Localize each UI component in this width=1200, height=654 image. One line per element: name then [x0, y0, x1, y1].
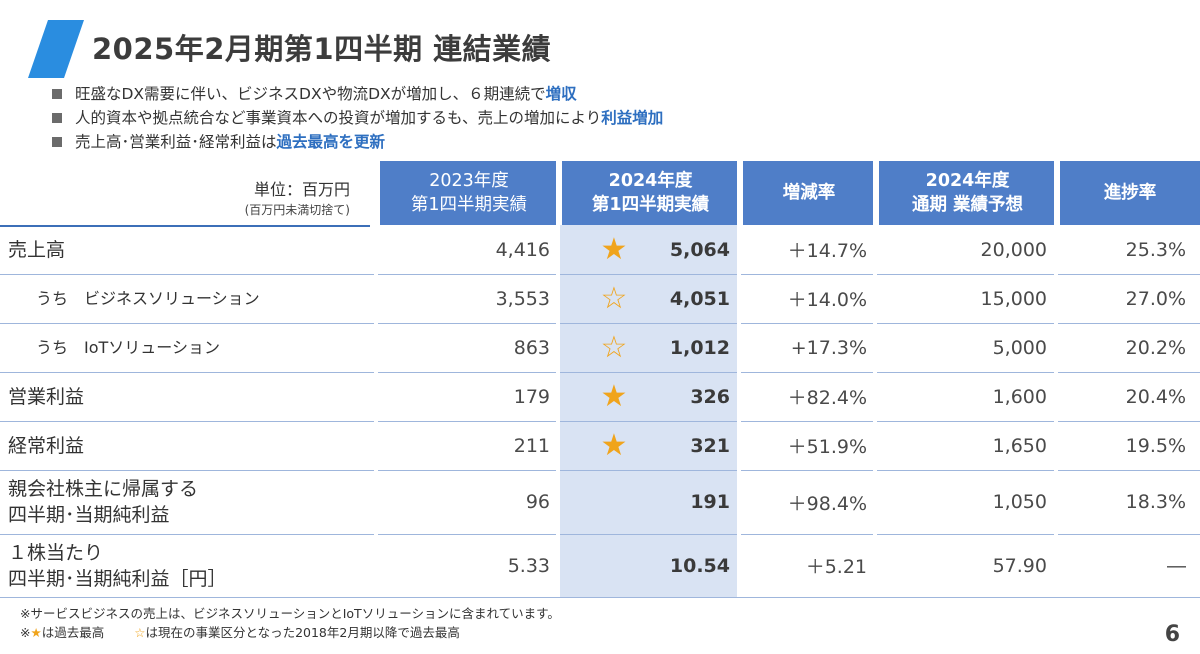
forecast-value: 20,000 — [980, 238, 1047, 261]
footnote-service-business: ※サービスビジネスの売上は、ビジネスソリューションとIoTソリューションに含まれ… — [20, 606, 560, 621]
bullet-text: 売上高･営業利益･経常利益は — [75, 133, 277, 151]
row-label: 売上高 — [8, 238, 66, 261]
column-divider — [873, 161, 877, 597]
progress-rate: 25.3% — [1125, 238, 1186, 261]
row-label: うち ビジネスソリューション — [36, 288, 260, 308]
record-high-star-icon: ★ — [600, 232, 628, 267]
bullet-square-icon — [52, 113, 62, 123]
row-label: 経常利益 — [8, 434, 85, 457]
record-high-star-icon: ★ — [600, 428, 628, 463]
record-since-2018-star-icon: ☆ — [600, 330, 628, 365]
header-text: 2024年度 — [608, 171, 693, 191]
table-row: 経常利益 211 ★ 321 ＋51.9% 1,650 19.5% — [0, 421, 1200, 471]
change-rate: ＋5.21 — [805, 556, 867, 578]
column-divider — [1054, 161, 1058, 597]
progress-rate: 18.3% — [1125, 491, 1186, 513]
star-legend-icon: ★ — [30, 625, 42, 640]
bullet-text: 旺盛なDX需要に伴い、ビジネスDXや物流DXが増加し、６期連続で — [75, 85, 546, 103]
change-rate: ＋14.7% — [787, 240, 867, 262]
table-row: 営業利益 179 ★ 326 ＋82.4% 1,600 20.4% — [0, 372, 1200, 422]
forecast-value: 1,650 — [992, 434, 1047, 457]
bullet-item: 売上高･営業利益･経常利益は 過去最高を更新 — [48, 130, 663, 154]
forecast-value: 1,050 — [992, 491, 1047, 513]
header-text: 通期 業績予想 — [911, 195, 1024, 215]
current-value: 326 — [690, 385, 730, 408]
progress-rate: 20.2% — [1125, 336, 1186, 359]
table-header-row: 単位：百万円 (百万円未満切捨て) 2023年度 第1四半期実績 2024年度 … — [0, 161, 1200, 227]
forecast-value: 1,600 — [992, 385, 1047, 408]
prev-value: 3,553 — [495, 287, 550, 310]
column-divider — [374, 161, 378, 597]
column-divider — [556, 161, 560, 597]
bullet-item: 旺盛なDX需要に伴い、ビジネスDXや物流DXが増加し、６期連続で 増収 — [48, 82, 663, 106]
prev-value: 4,416 — [495, 238, 550, 261]
current-value: 5,064 — [669, 238, 730, 261]
table-row: 売上高 4,416 ★ 5,064 ＋14.7% 20,000 25.3% — [0, 225, 1200, 275]
row-label: 親会社株主に帰属する 四半期･当期純利益 — [8, 478, 199, 526]
current-value: 4,051 — [669, 287, 730, 310]
record-since-2018-star-icon: ☆ — [600, 281, 628, 316]
current-value: 191 — [690, 491, 730, 513]
bullet-square-icon — [52, 137, 62, 147]
forecast-value: 15,000 — [980, 287, 1047, 310]
header-text: 2024年度 — [925, 171, 1010, 191]
current-value: 10.54 — [669, 554, 730, 577]
bullet-highlight: 増収 — [545, 85, 577, 103]
bullet-highlight: 過去最高を更新 — [276, 133, 386, 151]
table-row: 親会社株主に帰属する 四半期･当期純利益 96 191 ＋98.4% 1,050… — [0, 470, 1200, 535]
header-change-rate: 増減率 — [743, 161, 875, 225]
column-divider — [737, 161, 741, 597]
bullet-highlight: 利益増加 — [601, 109, 664, 127]
progress-rate: 19.5% — [1125, 434, 1186, 457]
bullet-item: 人的資本や拠点統合など事業資本への投資が増加するも、売上の増加により 利益増加 — [48, 106, 663, 130]
header-text: 増減率 — [782, 183, 836, 203]
row-label: １株当たり 四半期･当期純利益［円］ — [8, 541, 227, 590]
header-text: 2023年度 — [429, 171, 509, 191]
table-row: １株当たり 四半期･当期純利益［円］ 5.33 10.54 ＋5.21 57.9… — [0, 534, 1200, 598]
header-full-year-forecast: 2024年度 通期 業績予想 — [879, 161, 1056, 225]
progress-rate: 27.0% — [1125, 287, 1186, 310]
prev-value: 96 — [525, 491, 550, 513]
record-high-star-icon: ★ — [600, 379, 628, 414]
forecast-value: 5,000 — [992, 336, 1047, 359]
header-fy2024-q1: 2024年度 第1四半期実績 — [562, 161, 739, 225]
bullet-text: 人的資本や拠点統合など事業資本への投資が増加するも、売上の増加により — [75, 109, 602, 127]
change-rate: ＋51.9% — [787, 436, 867, 458]
change-rate: +17.3% — [790, 336, 867, 359]
forecast-value: 57.90 — [992, 554, 1047, 577]
page-number: 6 — [1164, 622, 1180, 647]
progress-rate: 20.4% — [1125, 385, 1186, 408]
prev-value: 211 — [513, 434, 550, 457]
row-label: 営業利益 — [8, 385, 85, 408]
change-rate: ＋14.0% — [787, 289, 867, 311]
header-progress-rate: 進捗率 — [1060, 161, 1200, 225]
prev-value: 5.33 — [507, 554, 550, 577]
unit-label: 単位：百万円 — [253, 180, 350, 199]
hollow-star-legend-icon: ☆ — [134, 625, 146, 640]
page-title: 2025年2月期第1四半期 連結業績 — [92, 32, 552, 66]
header-text: 第1四半期実績 — [410, 195, 528, 215]
unit-note: (百万円未満切捨て) — [244, 203, 350, 217]
change-rate: ＋82.4% — [787, 387, 867, 409]
prev-value: 179 — [513, 385, 550, 408]
progress-rate: ― — [1167, 554, 1186, 577]
bullet-square-icon — [52, 89, 62, 99]
table-row: うち ビジネスソリューション 3,553 ☆ 4,051 ＋14.0% 15,0… — [0, 274, 1200, 324]
change-rate: ＋98.4% — [787, 492, 867, 515]
current-value: 321 — [690, 434, 730, 457]
table-row: うち IoTソリューション 863 ☆ 1,012 +17.3% 5,000 2… — [0, 323, 1200, 373]
unit-label-cell: 単位：百万円 (百万円未満切捨て) — [0, 161, 370, 227]
header-text: 進捗率 — [1103, 183, 1157, 203]
header-fy2023-q1: 2023年度 第1四半期実績 — [380, 161, 558, 225]
prev-value: 863 — [513, 336, 550, 359]
title-accent-slash — [28, 20, 84, 78]
row-label: うち IoTソリューション — [36, 337, 220, 357]
header-text: 第1四半期実績 — [591, 195, 710, 215]
summary-bullets: 旺盛なDX需要に伴い、ビジネスDXや物流DXが増加し、６期連続で 増収 人的資本や… — [48, 82, 663, 154]
current-quarter-column-highlight — [558, 225, 739, 597]
current-value: 1,012 — [669, 336, 730, 359]
footnote-star-legend: ※★は過去最高 ☆は現在の事業区分となった2018年2月期以降で過去最高 — [20, 625, 460, 640]
